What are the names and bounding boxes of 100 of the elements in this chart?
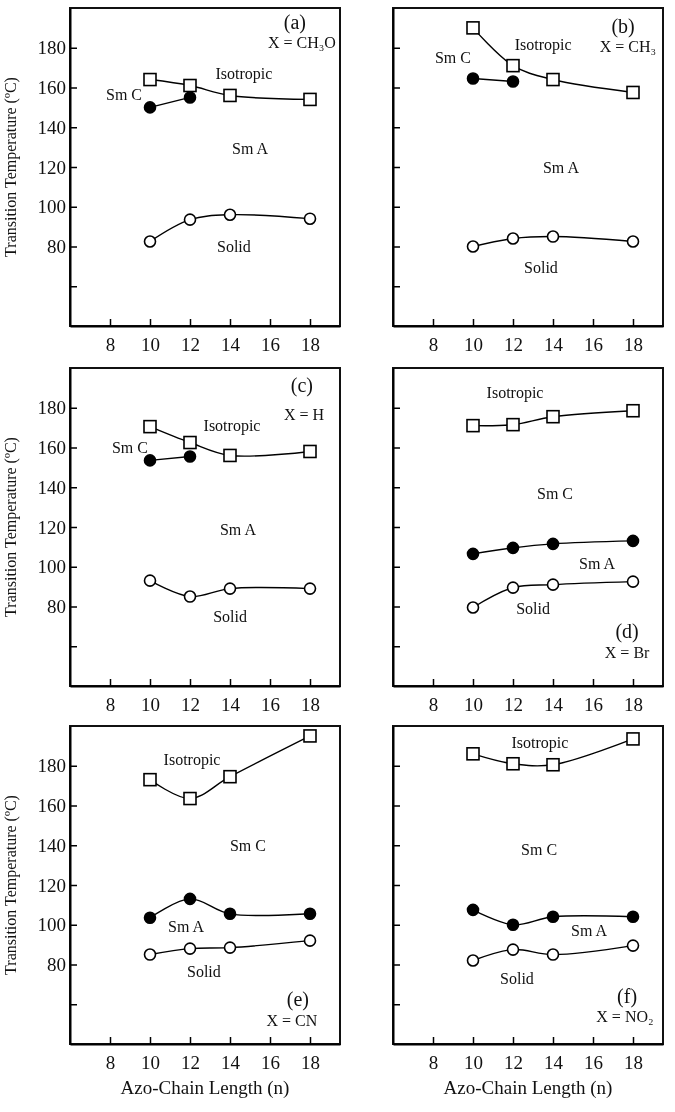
point <box>626 939 640 952</box>
annotation: Sm A <box>168 918 205 936</box>
point <box>466 72 480 85</box>
point <box>626 534 640 548</box>
x-tick-label: 14 <box>221 1052 241 1074</box>
point <box>466 903 480 917</box>
annotation: X = Br <box>604 643 651 661</box>
annotation: Solid <box>500 970 534 988</box>
annotation: X = CN <box>266 1011 318 1029</box>
y-tick-label: 100 <box>37 914 66 936</box>
annotation: Sm A <box>579 554 616 572</box>
y-tick-label: 140 <box>37 476 66 498</box>
point <box>303 444 317 459</box>
point <box>466 240 480 253</box>
y-tick-label: 120 <box>37 156 66 178</box>
y-tick-label: 80 <box>47 954 66 976</box>
annotation: Isotropic <box>203 417 261 436</box>
x-tick-label: 16 <box>584 334 603 356</box>
annotation: Sm C <box>536 484 574 502</box>
x-tick-label: 18 <box>624 1052 643 1074</box>
point <box>506 943 520 956</box>
annotation: Solid <box>216 238 251 256</box>
x-tick-label: 10 <box>141 694 160 716</box>
point <box>626 575 640 588</box>
point <box>506 417 520 432</box>
annotation: (a) <box>283 10 307 34</box>
y-tick-label: 160 <box>37 77 66 99</box>
x-tick-label: 8 <box>105 334 116 356</box>
point <box>223 907 237 921</box>
x-tick-label: 18 <box>301 694 320 716</box>
annotation: (f) <box>617 985 638 1009</box>
point <box>223 582 237 595</box>
annotation: Isotropic <box>163 751 221 770</box>
point <box>303 934 317 947</box>
point <box>143 574 157 587</box>
x-tick-label: 8 <box>428 1052 439 1074</box>
annotation: Solid <box>187 963 221 981</box>
x-tick-label: 12 <box>504 1052 523 1074</box>
point <box>223 769 237 784</box>
x-tick-label: 8 <box>428 334 439 356</box>
y-tick-label: 180 <box>37 755 66 777</box>
y-tick-label: 180 <box>37 397 66 419</box>
point <box>466 418 480 433</box>
y-tick-label: 140 <box>37 116 66 138</box>
annotation: Sm C <box>111 439 148 457</box>
point <box>546 910 560 924</box>
point <box>183 91 197 104</box>
x-tick-label: 12 <box>181 334 200 356</box>
point <box>143 101 157 114</box>
point <box>506 756 520 771</box>
annotation: Sm A <box>232 139 269 157</box>
annotation: Isotropic <box>514 36 572 55</box>
point <box>143 72 157 87</box>
point <box>466 21 480 35</box>
annotation: X = H <box>284 406 325 424</box>
point <box>183 942 197 955</box>
y-tick-label: 120 <box>37 516 66 538</box>
point <box>466 547 480 561</box>
point <box>183 450 197 463</box>
annotation: (e) <box>286 987 309 1011</box>
point <box>506 75 520 88</box>
annotation: Isotropic <box>511 734 569 753</box>
x-tick-label: 14 <box>221 334 241 356</box>
point <box>143 911 157 925</box>
point <box>303 212 317 225</box>
annotation: Isotropic <box>486 384 544 403</box>
point <box>303 92 317 107</box>
point <box>183 213 197 226</box>
annotation: Sm C <box>229 836 266 854</box>
point <box>303 582 317 595</box>
point <box>143 235 157 248</box>
y-tick-label: 100 <box>37 196 66 218</box>
point <box>506 581 520 594</box>
point <box>223 208 237 221</box>
y-tick-label: 80 <box>47 596 66 618</box>
annotation: (c) <box>290 373 314 397</box>
annotation: Sm C <box>105 86 143 104</box>
x-tick-label: 12 <box>504 694 523 716</box>
annotation: X = CH₃ <box>599 38 657 56</box>
x-axis-title: Azo-Chain Length (n) <box>120 1077 290 1099</box>
point <box>183 892 197 906</box>
annotation: Sm A <box>219 521 257 539</box>
point <box>143 772 157 787</box>
annotation: (b) <box>611 14 635 38</box>
annotation: Sm C <box>521 840 558 858</box>
x-tick-label: 12 <box>181 694 200 716</box>
point <box>546 537 560 551</box>
y-axis-title: Transition Temperature (ºC) <box>2 77 20 257</box>
x-tick-label: 10 <box>141 334 160 356</box>
annotation: Solid <box>213 607 248 625</box>
x-tick-label: 16 <box>261 1052 280 1074</box>
point <box>546 72 560 87</box>
annotation: X = CH₃O <box>267 34 336 52</box>
x-tick-label: 8 <box>105 694 116 716</box>
point <box>546 230 560 243</box>
y-tick-label: 80 <box>47 236 66 258</box>
point <box>506 918 520 932</box>
point <box>626 235 640 248</box>
point <box>183 78 197 93</box>
annotation: Solid <box>516 600 551 618</box>
